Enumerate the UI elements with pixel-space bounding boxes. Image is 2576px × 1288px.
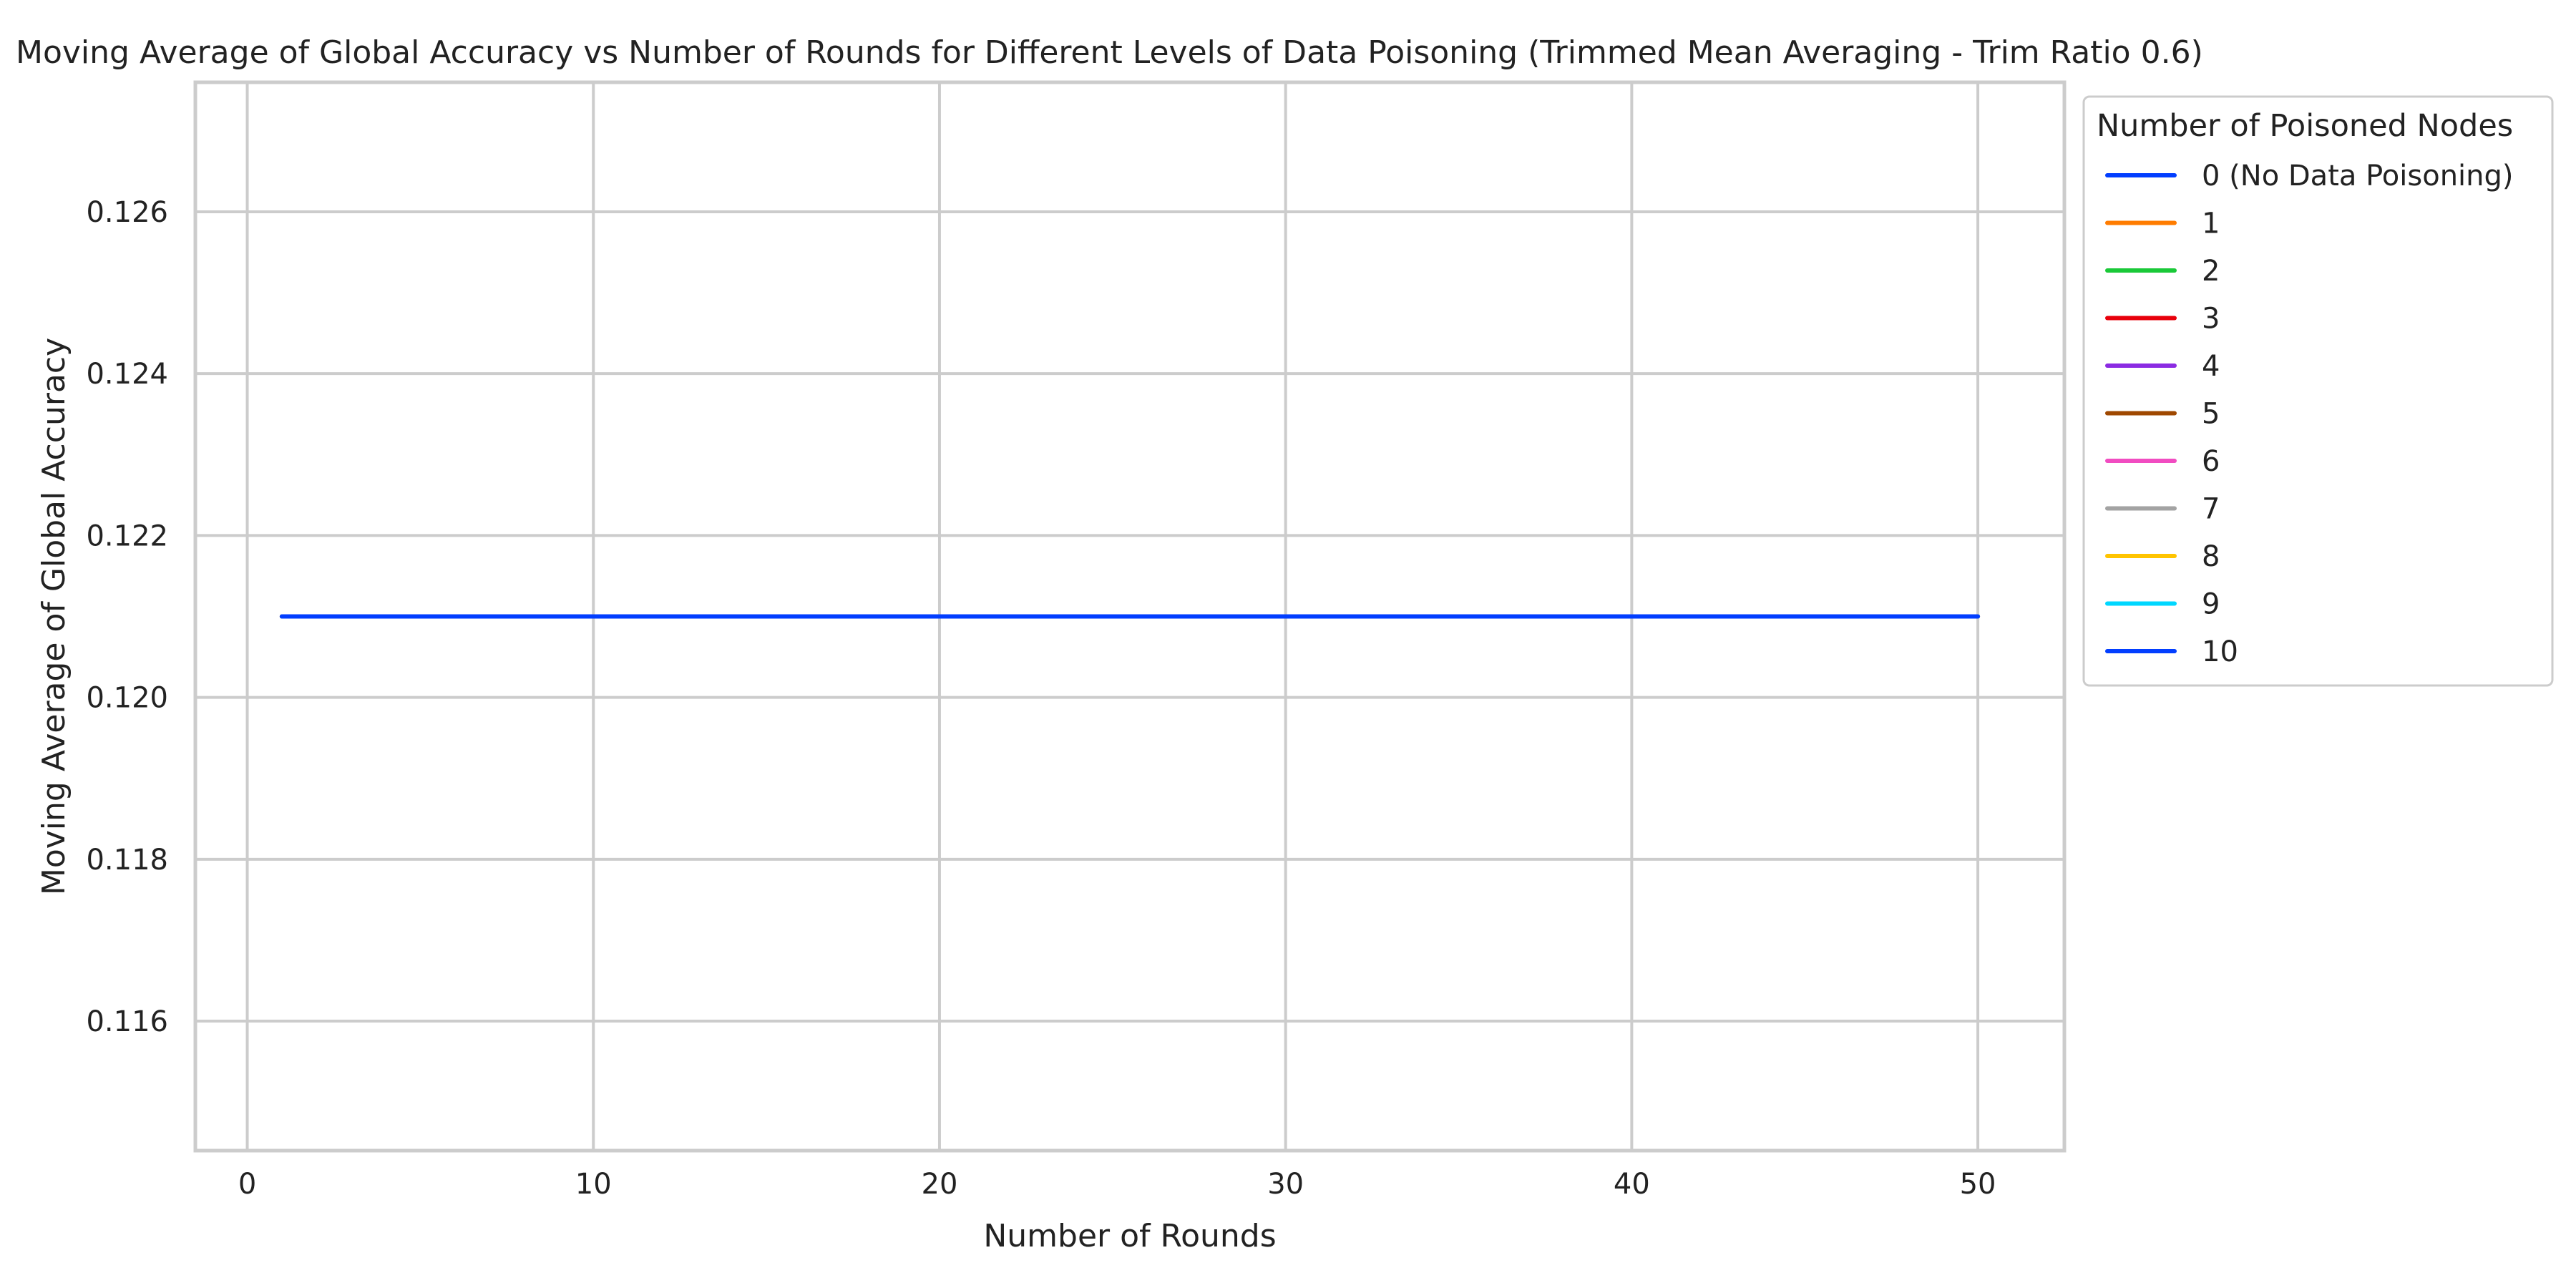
x-tick-label: 40 (1614, 1168, 1650, 1201)
y-axis-ticks: 0.116 0.118 0.120 0.122 0.124 0.126 (86, 196, 168, 1038)
legend-items: 0 (No Data Poisoning) 1 2 3 4 5 6 7 8 9 10 (2105, 160, 2514, 668)
chart-title: Moving Average of Global Accuracy vs Num… (16, 34, 2203, 71)
legend-title: Number of Poisoned Nodes (2097, 108, 2513, 144)
legend-label: 7 (2202, 493, 2220, 526)
legend-box (2082, 95, 2554, 687)
x-tick-label: 50 (1960, 1168, 1996, 1201)
y-tick-label: 0.124 (86, 358, 168, 391)
legend-label: 9 (2202, 588, 2220, 621)
y-tick-label: 0.116 (86, 1005, 168, 1038)
y-tick-label: 0.126 (86, 196, 168, 229)
x-tick-label: 0 (238, 1168, 256, 1201)
legend-label: 4 (2202, 350, 2220, 383)
x-tick-label: 10 (575, 1168, 612, 1201)
legend-label: 1 (2202, 208, 2220, 240)
x-axis-ticks: 0 10 20 30 40 50 (238, 1168, 1996, 1201)
legend-label: 2 (2202, 255, 2220, 288)
y-tick-label: 0.118 (86, 844, 168, 877)
legend: Number of Poisoned Nodes 0 (No Data Pois… (2082, 95, 2554, 687)
legend-label: 0 (No Data Poisoning) (2202, 160, 2514, 192)
legend-label: 3 (2202, 303, 2220, 336)
y-tick-label: 0.122 (86, 519, 168, 552)
legend-label: 5 (2202, 398, 2220, 431)
legend-label: 10 (2202, 635, 2238, 668)
x-axis-label: Number of Rounds (983, 1218, 1276, 1254)
x-tick-label: 20 (922, 1168, 958, 1201)
x-tick-label: 30 (1267, 1168, 1304, 1201)
y-axis-label: Moving Average of Global Accuracy (36, 338, 72, 895)
legend-label: 8 (2202, 540, 2220, 573)
y-tick-label: 0.120 (86, 682, 168, 715)
legend-label: 6 (2202, 445, 2220, 478)
plot-frame (193, 80, 2067, 1153)
